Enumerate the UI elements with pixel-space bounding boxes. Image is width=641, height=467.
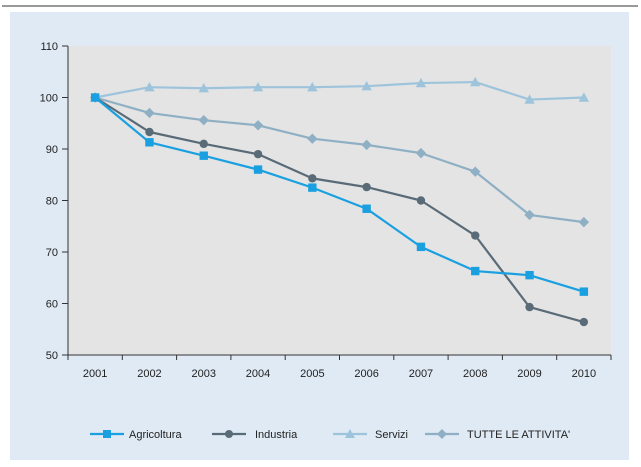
data-point-square [579, 287, 589, 296]
data-point-triangle [415, 77, 427, 88]
data-point-diamond [524, 209, 535, 221]
data-point-circle [253, 149, 263, 159]
data-point-diamond [361, 139, 372, 151]
data-point-circle [199, 139, 208, 149]
y-tick-label: 60 [46, 299, 58, 311]
x-tick-label: 2005 [300, 368, 324, 380]
data-point-diamond [198, 114, 209, 126]
data-point-circle [579, 317, 589, 327]
legend-item: Servizi [333, 429, 408, 441]
legend-item: TUTTE LE ATTIVITA' [425, 429, 570, 441]
x-tick-label: 2007 [409, 368, 433, 380]
data-point-triangle [470, 76, 481, 87]
data-point-circle [525, 302, 534, 312]
data-point-square [525, 270, 534, 280]
y-tick-label: 80 [46, 196, 58, 208]
data-point-circle [416, 196, 426, 205]
x-tick-label: 2006 [354, 368, 378, 380]
data-point-square [308, 183, 317, 192]
data-point-circle [225, 430, 233, 438]
data-point-square [416, 242, 426, 252]
data-point-triangle [524, 94, 535, 104]
data-point-triangle [307, 82, 318, 92]
data-point-circle [308, 174, 317, 183]
x-tick-label: 2009 [517, 368, 541, 380]
y-tick-label: 100 [40, 93, 58, 105]
data-point-square [145, 138, 154, 147]
x-tick-label: 2002 [137, 368, 161, 380]
data-point-triangle [361, 80, 372, 91]
data-point-diamond [470, 166, 481, 177]
legend-label: Agricoltura [129, 429, 182, 441]
data-point-triangle [578, 92, 590, 102]
data-point-circle [145, 127, 154, 137]
x-tick-label: 2008 [463, 368, 487, 380]
series-line [94, 80, 584, 101]
x-tick-label: 2003 [192, 368, 216, 380]
legend-label: Industria [255, 429, 298, 441]
data-point-circle [471, 231, 480, 240]
x-tick-label: 2001 [83, 368, 107, 380]
legend: Agricoltura Industria Servizi TUTTE LE ATTI… [90, 429, 570, 441]
data-point-diamond [437, 429, 447, 439]
x-tick-label: 2004 [246, 368, 270, 380]
series-line [94, 96, 584, 224]
data-point-diamond [144, 107, 155, 119]
series-line [94, 96, 585, 324]
data-point-circle [362, 182, 371, 192]
legend-label: Servizi [375, 429, 408, 441]
data-point-triangle [198, 83, 209, 93]
series-line [94, 96, 585, 293]
legend-item: Agricoltura [90, 429, 182, 441]
data-point-square [253, 165, 263, 174]
y-tick-label: 90 [46, 144, 58, 156]
data-point-diamond [252, 120, 264, 131]
x-tick-label: 2010 [572, 368, 596, 380]
data-point-square [90, 93, 100, 102]
y-tick-label: 70 [46, 247, 58, 259]
data-point-triangle [252, 82, 264, 92]
legend-label: TUTTE LE ATTIVITA' [467, 429, 570, 441]
legend-item: Industria [212, 429, 298, 441]
series-agricoltura [90, 93, 589, 296]
data-point-diamond [578, 216, 590, 228]
y-tick-label: 110 [40, 41, 58, 53]
data-point-diamond [415, 147, 427, 159]
axes-group: 50 60 70 80 90 100 110 2001 2002 2003 2004 2005 2006… [40, 41, 612, 380]
y-tick-label: 50 [46, 350, 58, 362]
data-point-triangle [144, 82, 155, 92]
data-point-triangle [345, 429, 355, 438]
data-point-square [362, 204, 371, 213]
data-point-square [471, 266, 480, 276]
data-point-square [199, 151, 208, 160]
data-point-square [103, 430, 111, 438]
series-layer [89, 76, 590, 327]
data-point-diamond [307, 133, 318, 144]
